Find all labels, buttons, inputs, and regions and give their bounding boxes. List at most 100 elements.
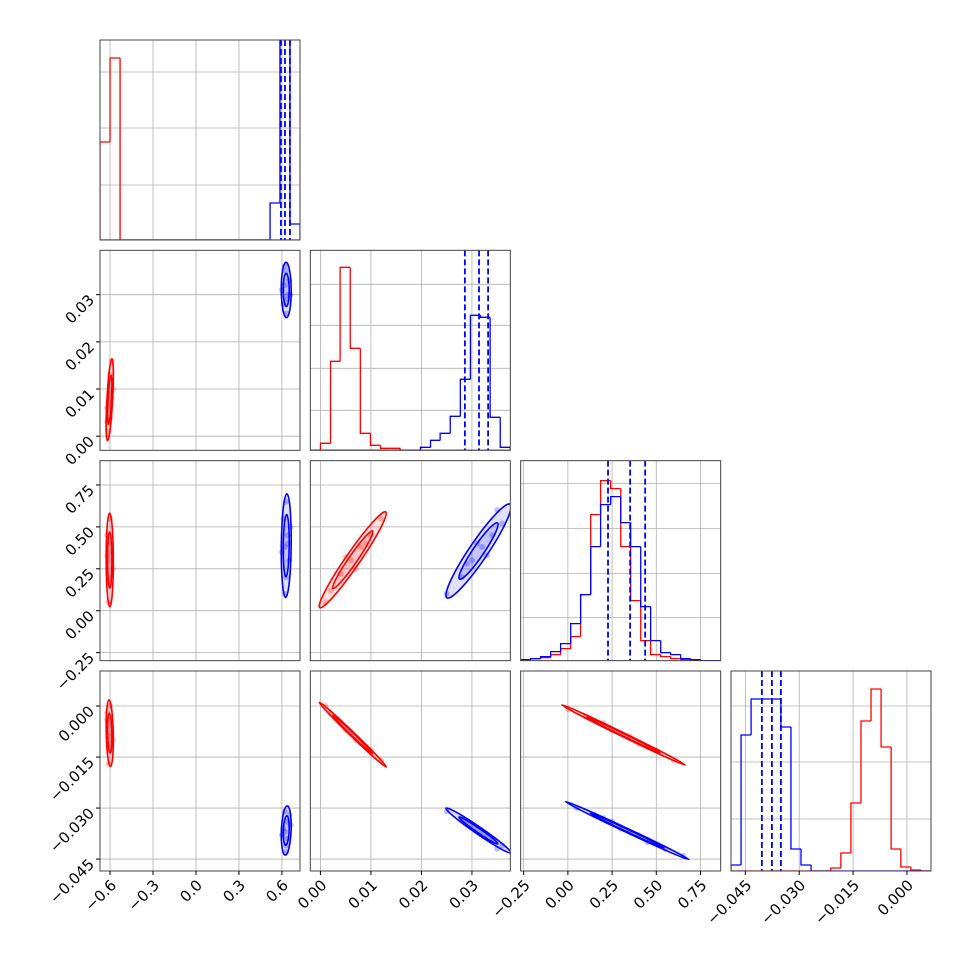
hist-bin — [499, 417, 511, 451]
hist-bin — [660, 654, 671, 658]
hist-bin — [279, 40, 281, 203]
x-tick-label: 0.25 — [586, 876, 622, 912]
density-contour — [106, 374, 113, 426]
y-tick-label: 0.01 — [62, 385, 98, 421]
hist-bin — [379, 445, 391, 449]
hist-bin — [790, 726, 802, 850]
hist-bin — [469, 314, 481, 380]
panel-frame — [99, 249, 301, 451]
hist-bin — [339, 266, 351, 362]
panel-frame — [520, 460, 722, 662]
density-contour — [585, 716, 662, 754]
x-tick-label: 0.00 — [542, 876, 578, 912]
density-contour — [589, 812, 665, 849]
hist-bin — [910, 866, 921, 871]
hist-bin — [289, 40, 300, 240]
density-contour — [445, 807, 511, 854]
hist-bin — [319, 442, 331, 451]
hist-bin — [570, 636, 581, 649]
x-tick-label: 0.02 — [395, 876, 431, 912]
x-tick-label: 0.3 — [219, 876, 249, 906]
hist-bin — [579, 594, 591, 624]
y-tick-label: 0.00 — [62, 432, 98, 468]
hist-bin — [530, 658, 541, 660]
hist-bin — [419, 446, 431, 451]
hist-bin — [359, 348, 371, 434]
hist-bin — [559, 643, 571, 652]
panel-frame — [309, 670, 511, 872]
x-tick-label: 0.01 — [345, 876, 381, 912]
panel-frame — [309, 460, 511, 662]
x-tick-label: −0.030 — [757, 876, 809, 928]
hist-bin — [559, 648, 571, 655]
hist-bin — [610, 480, 621, 490]
hist-bin — [439, 432, 451, 441]
hist-bin — [449, 415, 461, 434]
panel-frame — [99, 670, 301, 872]
panel-frame — [520, 670, 722, 872]
hist-bin — [890, 746, 901, 850]
hist-bin — [429, 439, 441, 448]
hist-bin — [620, 496, 631, 524]
density-contour — [106, 712, 113, 755]
hist-bin — [850, 802, 861, 853]
y-tick-label: −0.25 — [53, 649, 98, 694]
hist-bin — [349, 267, 361, 349]
hist-bin — [680, 654, 691, 660]
hist-bin — [649, 606, 661, 642]
hist-bin — [550, 654, 561, 658]
hist-bin — [730, 864, 742, 871]
x-tick-label: −0.3 — [125, 876, 163, 914]
hist-bin — [109, 57, 121, 142]
hist-bin — [100, 141, 111, 240]
hist-bin — [640, 600, 651, 642]
hist-bin — [920, 869, 931, 871]
density-contour — [331, 530, 374, 590]
density-contour — [331, 714, 374, 755]
x-tick-label: −0.015 — [811, 876, 863, 928]
hist-bin — [800, 848, 812, 866]
panel — [100, 460, 300, 661]
scatter-point — [327, 587, 334, 594]
scatter-point — [443, 808, 450, 815]
hist-bin — [489, 317, 501, 418]
x-tick-label: 0.03 — [446, 876, 482, 912]
scatter-point — [283, 268, 290, 275]
y-tick-label: 0.02 — [62, 338, 98, 374]
panel-frame — [730, 670, 932, 872]
hist-bin — [750, 698, 762, 735]
panel — [310, 670, 511, 871]
y-tick-label: −0.030 — [46, 804, 98, 856]
hist-bin — [599, 504, 611, 547]
panel — [730, 670, 931, 871]
panel — [100, 40, 300, 240]
hist-bin — [780, 698, 791, 728]
panel — [310, 250, 511, 451]
hist-bin — [620, 488, 631, 548]
scatter-point — [499, 520, 506, 527]
scatter-point — [347, 557, 354, 564]
hist-bin — [860, 720, 872, 803]
hist-bin — [119, 58, 130, 240]
x-tick-label: 0.6 — [262, 876, 292, 906]
x-tick-label: −0.25 — [488, 876, 533, 921]
hist-bin — [369, 433, 381, 446]
y-tick-label: 0.25 — [62, 565, 98, 601]
hist-bin — [459, 378, 471, 417]
hist-bin — [810, 864, 822, 871]
x-tick-label: 0.50 — [630, 876, 666, 912]
hist-bin — [590, 546, 601, 595]
hist-bin — [269, 202, 280, 240]
y-tick-label: 0.00 — [62, 607, 98, 643]
scatter-point — [479, 543, 486, 550]
hist-bin — [830, 867, 841, 871]
y-tick-label: 0.50 — [62, 523, 98, 559]
density-contour — [458, 521, 499, 581]
x-tick-label: −0.6 — [82, 876, 120, 914]
hist-bin — [479, 315, 491, 318]
hist-bin — [880, 688, 892, 748]
y-tick-label: 0.000 — [55, 702, 98, 745]
hist-bin — [630, 522, 641, 548]
hist-bin — [599, 480, 611, 515]
